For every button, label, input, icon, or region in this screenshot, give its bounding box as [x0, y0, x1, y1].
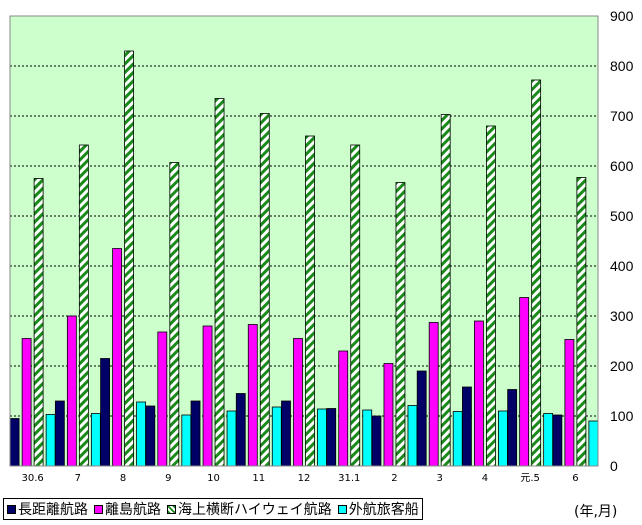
x-tick-label: 7: [75, 473, 81, 484]
bar: [100, 358, 110, 467]
bar: [214, 98, 225, 467]
bar: [428, 322, 439, 467]
bar: [169, 162, 180, 467]
legend: 長距離航路 離島航路 海上横断ハイウェイ航路 外航旅客船: [3, 498, 423, 520]
bar: [293, 338, 303, 467]
bar: [440, 114, 451, 467]
x-tick-label: 2: [391, 473, 397, 484]
bar: [407, 405, 418, 467]
bar: [362, 409, 373, 467]
legend-item-international: 外航旅客船: [337, 499, 419, 519]
y-tick-label: 400: [610, 258, 634, 274]
x-axis-ticks: 30.6 7 8 9 10 11 12 31.1 2 3 4 元.5 6: [21, 473, 578, 484]
bar: [338, 350, 349, 467]
legend-item-long-distance: 長距離航路: [7, 499, 88, 519]
legend-swatch-highway: [167, 504, 176, 514]
bar: [326, 408, 337, 467]
bar: [202, 325, 213, 467]
y-tick-label: 900: [610, 8, 634, 24]
y-tick-label: 200: [610, 358, 634, 374]
bar: [588, 420, 599, 467]
bar: [124, 50, 134, 467]
x-tick-label: 元.5: [520, 473, 540, 484]
y-tick-label: 100: [610, 408, 634, 424]
x-tick-label: 9: [165, 473, 171, 484]
bar: [259, 113, 270, 467]
bar: [235, 393, 246, 467]
y-tick-label: 500: [610, 208, 634, 224]
bar: [190, 400, 201, 467]
x-tick-label: 12: [298, 473, 311, 484]
bar: [281, 400, 291, 467]
bar: [486, 125, 496, 467]
bar: [54, 400, 65, 467]
legend-item-highway: 海上横断ハイウェイ航路: [167, 499, 332, 519]
x-tick-label: 4: [482, 473, 488, 484]
bar: [317, 408, 327, 467]
bar: [383, 363, 394, 467]
legend-label-long-distance: 長距離航路: [18, 502, 88, 518]
bar: [112, 248, 122, 467]
bar: [576, 177, 587, 467]
bar: [90, 413, 101, 467]
bar: [531, 79, 542, 467]
bar: [33, 178, 44, 467]
bar: [66, 315, 77, 467]
y-tick-label: 700: [610, 108, 634, 124]
bar: [9, 418, 20, 467]
plot-border: [9, 15, 599, 467]
x-tick-label: 8: [120, 473, 126, 484]
bar: [507, 389, 518, 467]
x-tick-label: 11: [252, 473, 265, 484]
y-tick-label: 300: [610, 308, 634, 324]
y-axis-ticks: 0 100 200 300 400 500 600 700 800 900: [610, 8, 634, 474]
bar: [157, 331, 168, 467]
bar: [519, 297, 530, 467]
y-tick-label: 0: [610, 458, 618, 474]
bar: [371, 415, 382, 467]
bar: [416, 370, 427, 467]
x-tick-label: 6: [572, 473, 578, 484]
legend-swatch-international: [337, 504, 347, 514]
legend-item-remote-island: 離島航路: [94, 499, 161, 519]
bar: [21, 338, 32, 467]
bar: [45, 414, 56, 467]
bar: [181, 414, 192, 467]
bar: [305, 135, 315, 467]
bar: [247, 324, 258, 467]
x-axis-unit-label: (年,月): [574, 504, 618, 520]
bar: [271, 406, 282, 467]
bar: [552, 414, 563, 467]
bar: [474, 320, 484, 467]
bar: [452, 411, 463, 467]
bar: [145, 405, 156, 467]
x-tick-label: 3: [437, 473, 443, 484]
legend-label-remote-island: 離島航路: [105, 502, 161, 518]
y-tick-label: 600: [610, 158, 634, 174]
x-tick-label: 30.6: [21, 473, 43, 484]
bar: [498, 410, 508, 467]
legend-label-highway: 海上横断ハイウェイ航路: [178, 502, 332, 518]
bar: [564, 339, 575, 467]
bar: [543, 413, 554, 467]
bar: [78, 144, 89, 467]
legend-swatch-long-distance: [7, 504, 16, 514]
x-tick-label: 31.1: [338, 473, 360, 484]
bar: [350, 144, 361, 467]
bar: [226, 410, 237, 467]
bars: [9, 50, 599, 467]
legend-swatch-remote-island: [94, 504, 103, 514]
bar: [395, 182, 406, 467]
y-tick-label: 800: [610, 58, 634, 74]
bar: [136, 401, 146, 467]
x-tick-label: 10: [207, 473, 220, 484]
legend-label-international: 外航旅客船: [348, 502, 419, 518]
bar: [462, 386, 472, 467]
